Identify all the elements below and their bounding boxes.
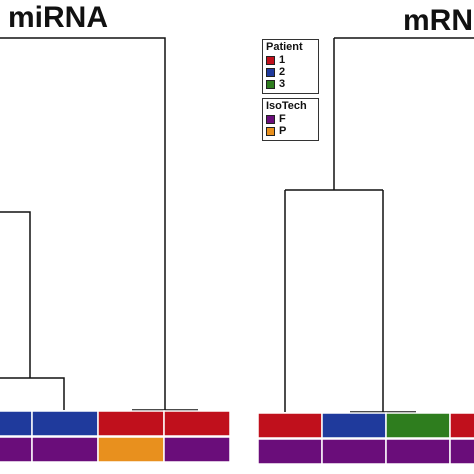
mrna-isotech-cell [449,438,474,465]
mrna-dendrogram [284,37,474,413]
mrna-panel-title: mRN [403,4,474,37]
mirna-dendrogram [0,37,198,411]
mirna-isotech-cell [0,436,33,463]
mrna-isotech-color-bar [257,438,474,465]
isotech-p-swatch [266,126,275,136]
isotech-legend-header: IsoTech [266,100,307,112]
mirna-patient-cell [31,410,99,437]
patient-legend-item: 1 [266,54,315,66]
mirna-patient-cell [0,410,33,437]
mirna-isotech-cell [97,436,165,463]
isotech-legend: IsoTech F P [262,98,319,141]
mirna-dendrogram-inner-branch [0,377,65,410]
mrna-patient-color-bar [257,412,474,439]
mirna-patient-color-bar [0,410,231,437]
patient-legend-item: 3 [266,78,315,90]
mrna-patient-cell [449,412,474,439]
patient-1-swatch [266,55,275,65]
patient-legend-label: 1 [279,54,286,66]
mirna-isotech-cell [163,436,231,463]
isotech-f-swatch [266,114,275,124]
isotech-legend-label: P [279,125,287,137]
patient-2-swatch [266,67,275,77]
mirna-panel-title: miRNA [8,1,109,34]
mirna-dendrogram-root-branch [0,37,166,410]
mrna-isotech-cell [321,438,387,465]
patient-legend-label: 3 [279,78,286,90]
mrna-patient-cell [321,412,387,439]
mirna-isotech-color-bar [0,436,231,463]
patient-3-swatch [266,79,275,89]
mrna-patient-cell [385,412,451,439]
mirna-isotech-cell [31,436,99,463]
mrna-isotech-cell [257,438,323,465]
patient-legend-label: 2 [279,66,286,78]
mirna-patient-cell [97,410,165,437]
mirna-patient-cell [163,410,231,437]
isotech-legend-item: F [266,113,315,125]
mrna-isotech-cell [385,438,451,465]
mirna-dendrogram-left-branch [0,211,31,378]
mrna-patient-cell [257,412,323,439]
isotech-legend-label: F [279,113,286,125]
patient-legend: Patient 1 2 3 [262,39,319,94]
patient-legend-header: Patient [266,41,303,53]
patient-legend-item: 2 [266,66,315,78]
isotech-legend-item: P [266,125,315,137]
legend: Patient 1 2 3 IsoTech F P [262,39,319,141]
